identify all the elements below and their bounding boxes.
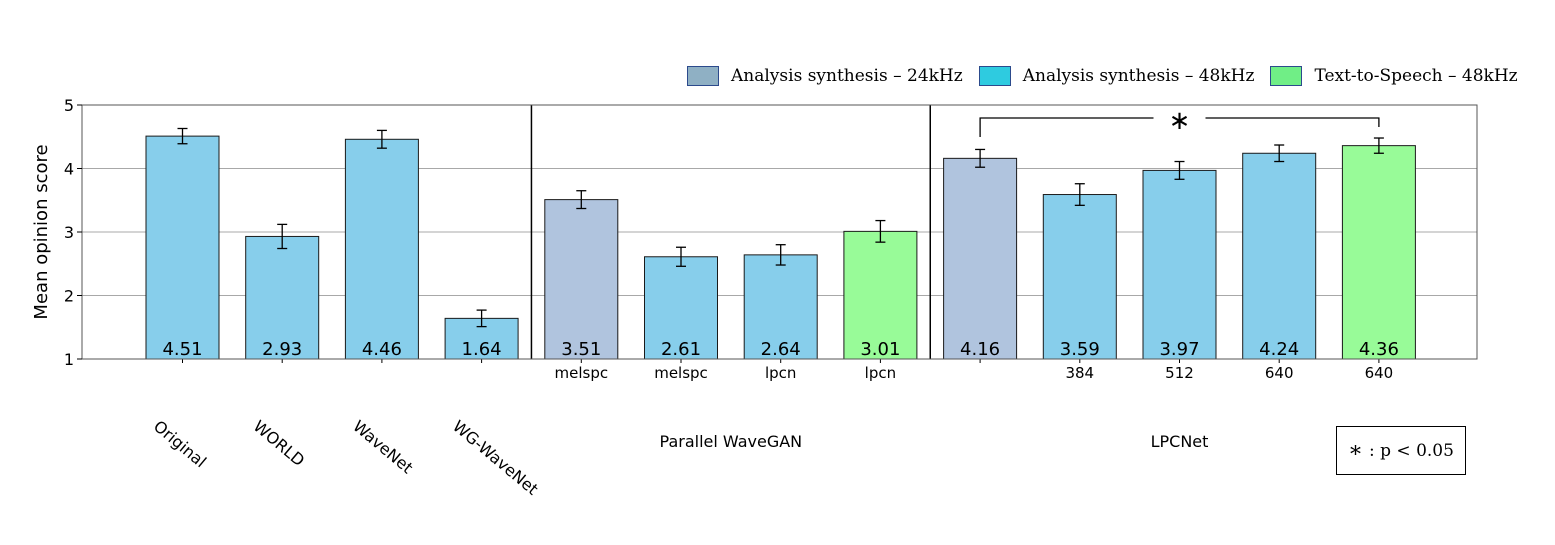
legend-item-24khz: Analysis synthesis – 24kHz xyxy=(687,66,963,86)
legend-swatch-24khz xyxy=(687,66,719,86)
data-label: 3.97 xyxy=(1159,339,1199,360)
y-tick-label: 1 xyxy=(64,350,74,369)
data-label: 4.46 xyxy=(362,339,402,360)
data-label: 2.61 xyxy=(661,339,701,360)
y-tick-label: 5 xyxy=(64,96,74,115)
bar xyxy=(843,230,918,360)
y-tick-label: 4 xyxy=(64,160,74,179)
significance-marker: ∗ xyxy=(1169,106,1191,136)
data-label: 3.59 xyxy=(1060,339,1100,360)
legend-label-tts: Text-to-Speech – 48kHz xyxy=(1314,66,1518,86)
method-label: WaveNet xyxy=(349,417,416,478)
bar xyxy=(1042,194,1117,360)
y-axis-label: Mean opinion score xyxy=(31,144,52,319)
legend-swatch-tts xyxy=(1270,66,1303,86)
x-tick-label: lpcn xyxy=(865,364,896,382)
legend-swatch-48khz xyxy=(978,66,1011,86)
significance-note-symbol: ∗ xyxy=(1348,438,1364,463)
method-label: WORLD xyxy=(250,417,309,471)
legend: Analysis synthesis – 24kHz Analysis synt… xyxy=(687,66,1534,86)
bar xyxy=(1242,152,1317,360)
data-label: 2.64 xyxy=(761,339,801,360)
bar xyxy=(644,256,718,360)
x-tick-label: melspc xyxy=(555,364,609,382)
significance-note: ∗ : p < 0.05 xyxy=(1336,426,1466,475)
significance-bracket xyxy=(1205,117,1380,127)
x-tick-label: melspc xyxy=(654,364,708,382)
bar xyxy=(943,157,1018,360)
data-label: 2.93 xyxy=(262,339,302,360)
bar xyxy=(344,138,419,360)
data-label: 4.24 xyxy=(1259,339,1299,360)
group-label: LPCNet xyxy=(1151,432,1209,451)
x-tick-label: lpcn xyxy=(765,364,796,382)
legend-item-48khz: Analysis synthesis – 48kHz xyxy=(978,66,1255,86)
bar xyxy=(245,235,320,360)
legend-item-tts: Text-to-Speech – 48kHz xyxy=(1270,66,1518,86)
y-tick-label: 3 xyxy=(64,223,74,242)
x-tick-label: 512 xyxy=(1165,364,1194,382)
method-label: WG-WaveNet xyxy=(449,417,542,499)
data-label: 4.51 xyxy=(162,339,202,360)
x-tick-label: 640 xyxy=(1365,364,1394,382)
significance-note-text: : p < 0.05 xyxy=(1369,440,1454,461)
significance-bracket xyxy=(979,117,1154,137)
bar xyxy=(145,135,220,360)
x-tick-label: 384 xyxy=(1065,364,1094,382)
bar xyxy=(1142,169,1217,360)
bar xyxy=(544,199,619,360)
legend-label-48khz: Analysis synthesis – 48kHz xyxy=(1022,66,1255,86)
bar xyxy=(444,317,519,360)
data-label: 3.01 xyxy=(860,339,900,360)
legend-label-24khz: Analysis synthesis – 24kHz xyxy=(731,66,963,86)
x-tick-label: 640 xyxy=(1265,364,1294,382)
data-label: 1.64 xyxy=(462,339,502,360)
data-label: 4.16 xyxy=(960,339,1000,360)
y-tick-label: 2 xyxy=(64,287,74,306)
data-label: 4.36 xyxy=(1359,339,1399,360)
method-label: Original xyxy=(150,417,210,472)
group-label: Parallel WaveGAN xyxy=(660,432,803,451)
bar xyxy=(1341,145,1416,360)
data-label: 3.51 xyxy=(561,339,601,360)
